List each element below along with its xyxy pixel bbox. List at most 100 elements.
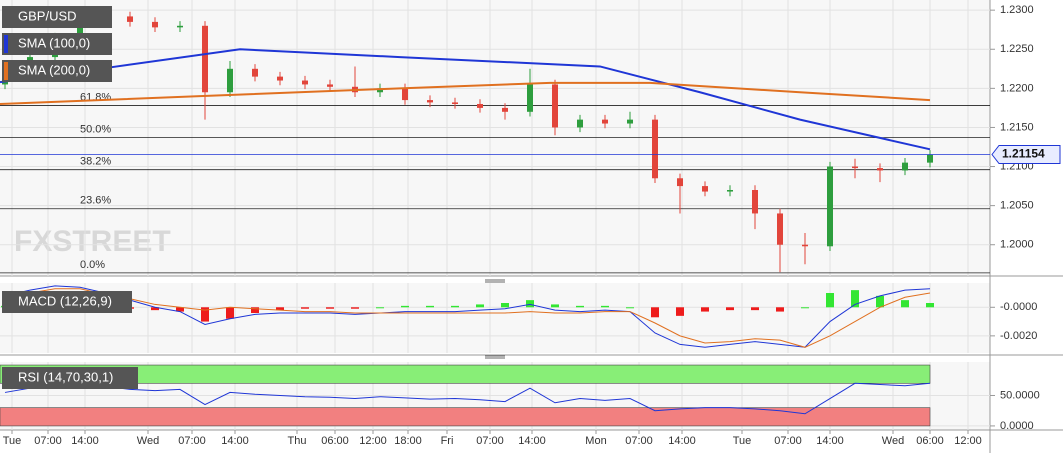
macd-bar: [751, 307, 759, 311]
macd-bar: [576, 305, 584, 308]
macd-bar: [626, 307, 634, 309]
watermark: FXSTREET: [14, 225, 171, 258]
x-tick-label: Thu: [288, 435, 307, 447]
x-tick-label: 14:00: [71, 435, 99, 447]
rsi-line: [4, 382, 931, 415]
macd-bar: [326, 307, 334, 309]
rsi-band: [0, 364, 931, 384]
y-tick-label: 1.2000: [1000, 239, 1034, 251]
y-tick-label: 1.2050: [1000, 200, 1034, 212]
y-tick-label: 1.2200: [1000, 82, 1034, 94]
candle-body: [827, 166, 833, 247]
macd-bar: [226, 307, 234, 319]
candle-body: [427, 100, 433, 103]
legend-swatch: [4, 62, 8, 80]
candle-body: [602, 119, 608, 124]
x-tick-label: 06:00: [916, 435, 944, 447]
macd-bar: [901, 300, 909, 308]
macd-bar: [851, 290, 859, 308]
x-tick-label: Fri: [441, 435, 454, 447]
fib-label: 38.2%: [80, 156, 111, 168]
y-tick-label: 1.2250: [1000, 43, 1034, 55]
sma-line: [0, 48, 931, 151]
candle-body: [327, 84, 333, 87]
x-tick-label: 14:00: [816, 435, 844, 447]
macd-bar: [726, 307, 734, 311]
x-tick-label: Tue: [733, 435, 752, 447]
macd-bar: [651, 307, 659, 318]
macd-bar: [176, 307, 184, 312]
rsi-band: [0, 407, 931, 427]
candle-body: [302, 80, 308, 85]
candle-body: [502, 107, 508, 112]
macd-bar: [276, 307, 284, 311]
x-tick-label: 14:00: [221, 435, 249, 447]
candle-body: [202, 25, 208, 93]
candle-body: [627, 119, 633, 124]
macd-bar: [376, 307, 384, 309]
x-tick-label: 07:00: [178, 435, 206, 447]
macd-bar: [826, 293, 834, 308]
fib-label: 50.0%: [80, 124, 111, 136]
macd-bar: [476, 304, 484, 308]
candle-body: [727, 189, 733, 192]
y-tick-label: -0.0000: [1000, 301, 1037, 313]
macd-bar: [551, 304, 559, 308]
fib-label: 0.0%: [80, 259, 105, 271]
macd-panel: [0, 283, 990, 353]
macd-bar: [151, 307, 159, 311]
sma-line: [0, 81, 931, 105]
macd-bar: [676, 307, 684, 316]
x-tick-label: Wed: [137, 435, 159, 447]
y-tick-label: -0.0020: [1000, 330, 1037, 342]
x-tick-label: Tue: [3, 435, 22, 447]
macd-bar: [201, 307, 209, 322]
resize-handle[interactable]: [485, 355, 505, 359]
current-price-label: 1.21154: [1002, 147, 1045, 161]
candle-body: [902, 162, 908, 171]
legend-box: [2, 33, 112, 55]
candle-body: [527, 84, 533, 112]
macd-line: [4, 285, 931, 348]
candle-body: [377, 88, 383, 93]
candle-body: [252, 68, 258, 77]
candle-body: [702, 186, 708, 192]
candle-body: [477, 103, 483, 108]
y-tick-label: 0.0000: [1000, 420, 1034, 432]
x-tick-label: 12:00: [954, 435, 982, 447]
legend-title: RSI (14,70,30,1): [18, 369, 113, 384]
candle-body: [802, 244, 808, 247]
candle-body: [402, 88, 408, 101]
y-tick-label: 50.0000: [1000, 389, 1040, 401]
resize-handle[interactable]: [485, 279, 505, 283]
macd-bar: [926, 303, 934, 308]
macd-bar: [776, 307, 784, 312]
macd-bar: [701, 307, 709, 312]
current-price-box: [991, 144, 1061, 164]
candle-body: [152, 21, 158, 28]
x-tick-label: 06:00: [321, 435, 349, 447]
macd-bar: [251, 307, 259, 313]
candle-body: [177, 25, 183, 28]
y-tick-label: 1.2300: [1000, 4, 1034, 16]
macd-bar: [526, 300, 534, 308]
signal-line: [4, 288, 931, 348]
candle-body: [752, 189, 758, 214]
x-tick-label: 07:00: [34, 435, 62, 447]
fib-label: 23.6%: [80, 195, 111, 207]
macd-bar: [301, 307, 309, 309]
candle-body: [452, 102, 458, 104]
candle-body: [652, 119, 658, 179]
legend-box: [2, 6, 112, 28]
macd-bar: [426, 305, 434, 308]
legend-box: [2, 60, 112, 82]
macd-bar: [601, 305, 609, 308]
x-tick-label: Wed: [882, 435, 904, 447]
macd-bar: [451, 305, 459, 308]
x-tick-label: 07:00: [774, 435, 802, 447]
x-tick-label: 12:00: [359, 435, 387, 447]
macd-bar: [801, 307, 809, 309]
x-tick-label: 14:00: [668, 435, 696, 447]
legend-label: SMA (100,0): [18, 35, 90, 50]
